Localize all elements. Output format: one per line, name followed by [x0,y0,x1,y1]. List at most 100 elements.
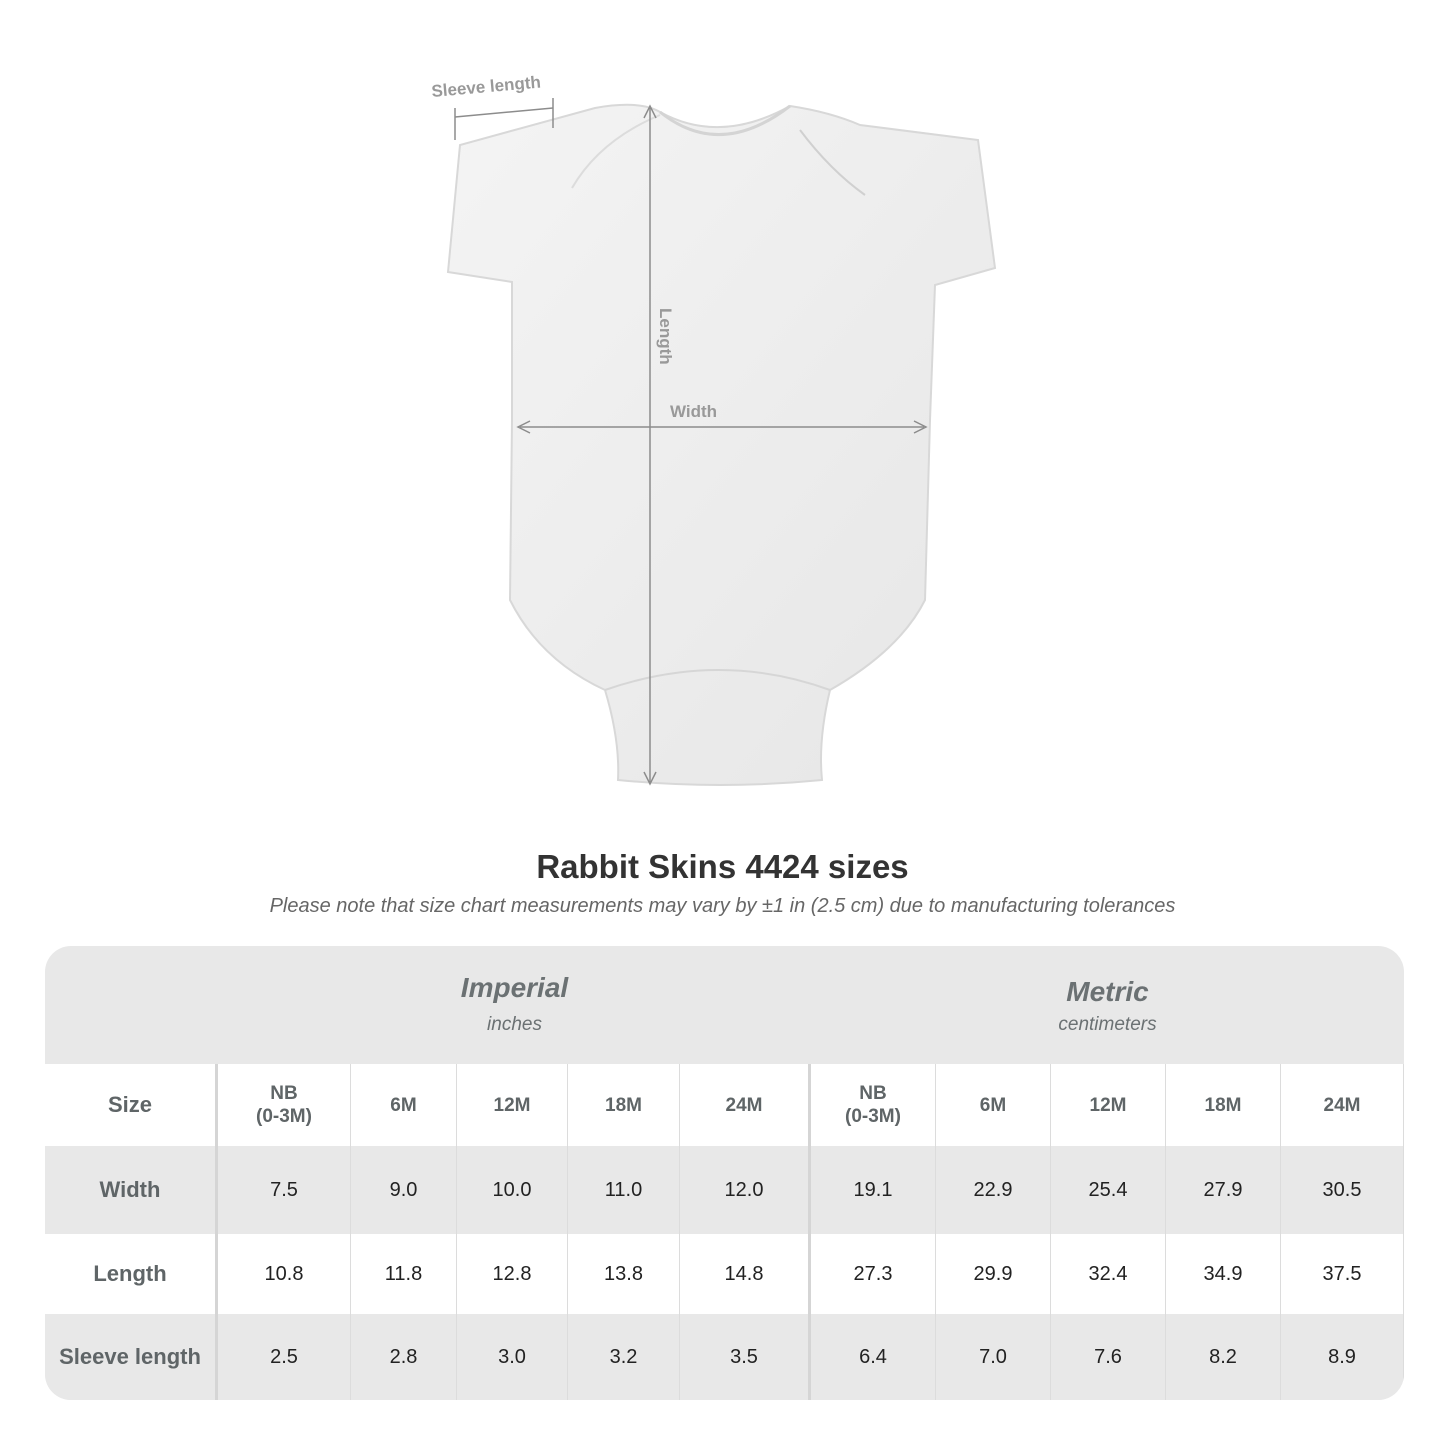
row-label: Width [45,1146,218,1234]
table-row: Length 10.8 11.8 12.8 13.8 14.8 27.3 29.9 32.4 34… [45,1234,1404,1314]
cell-text: 2.5 [270,1345,298,1368]
cell-text: 32.4 [1088,1262,1128,1285]
size-table: Imperial inches Metric centimeters Size N… [45,946,1404,1400]
table-cell: 7.6 [1051,1314,1166,1400]
row-label: Length [45,1234,218,1314]
table-cell: 7.0 [936,1314,1051,1400]
cell-text: 12M [493,1094,531,1116]
size-column-header: 24M [1281,1064,1404,1146]
cell-text: 37.5 [1322,1262,1362,1285]
table-cell: 27.9 [1166,1146,1281,1234]
tolerance-note: Please note that size chart measurements… [269,895,1176,917]
size-column-header: NB (0-3M) [811,1064,936,1146]
table-cell: 12.8 [457,1234,568,1314]
cell-text: 30.5 [1322,1178,1362,1201]
size-column-header: 18M [568,1064,680,1146]
cell-text: 6.4 [859,1345,887,1368]
cell-text: 6M [390,1094,417,1116]
table-cell: 3.2 [568,1314,680,1400]
table-cell: 30.5 [1281,1146,1404,1234]
table-cell: 12.0 [680,1146,811,1234]
imperial-header: Imperial inches [218,946,811,1064]
cell-text: 14.8 [724,1262,764,1285]
cell-text: 7.5 [270,1178,298,1201]
table-cell: 8.9 [1281,1314,1404,1400]
cell-text: 8.2 [1209,1345,1237,1368]
cell-text: 7.0 [979,1345,1007,1368]
table-cell: 37.5 [1281,1234,1404,1314]
cell-text: 27.9 [1203,1178,1243,1201]
table-cell: 22.9 [936,1146,1051,1234]
table-cell: 2.8 [351,1314,457,1400]
imperial-unit: inches [487,1014,542,1035]
imperial-title: Imperial [460,972,569,1003]
table-cell: 13.8 [568,1234,680,1314]
cell-text: 25.4 [1088,1178,1128,1201]
cell-text: 24M [1323,1094,1361,1116]
row-label: Size [45,1064,218,1146]
cell-text: 10.8 [264,1262,304,1285]
sleeve-length-label: Sleeve length [431,73,542,101]
cell-text: Width [99,1177,161,1202]
table-cell: 6.4 [811,1314,936,1400]
cell-text: 11.8 [384,1262,423,1285]
table-cell: 7.5 [218,1146,351,1234]
cell-text: 18M [1204,1094,1242,1116]
cell-text: 29.9 [973,1262,1013,1285]
size-column-header: 6M [351,1064,457,1146]
size-column-header: NB (0-3M) [218,1064,351,1146]
size-column-header: 18M [1166,1064,1281,1146]
cell-text: Sleeve length [59,1344,201,1369]
cell-text: NB (0-3M) [256,1083,312,1127]
cell-text: 3.2 [609,1345,638,1368]
cell-text: NB (0-3M) [845,1083,901,1127]
cell-text: 27.3 [853,1262,893,1285]
table-cell: 10.8 [218,1234,351,1314]
cell-text: 9.0 [389,1178,418,1201]
cell-text: 7.6 [1094,1345,1122,1368]
cell-text: 3.5 [730,1345,758,1368]
table-row: Sleeve length 2.5 2.8 3.0 3.2 3.5 6.4 7.0 7.6 8.2… [45,1314,1404,1400]
table-cell: 2.5 [218,1314,351,1400]
size-column-header: 12M [457,1064,568,1146]
cell-text: 12M [1089,1094,1127,1116]
table-cell: 34.9 [1166,1234,1281,1314]
table-row: Width 7.5 9.0 10.0 11.0 12.0 19.1 22.9 25.4 27.9 3… [45,1146,1404,1234]
table-cell: 32.4 [1051,1234,1166,1314]
table-cell: 3.5 [680,1314,811,1400]
cell-text: 18M [605,1094,642,1116]
cell-text: 12.0 [724,1178,764,1201]
table-cell: 11.0 [568,1146,680,1234]
table-cell: 19.1 [811,1146,936,1234]
table-cell: 10.0 [457,1146,568,1234]
cell-text: 34.9 [1203,1262,1243,1285]
cell-text: 6M [979,1094,1007,1116]
cell-text: 12.8 [492,1262,532,1285]
table-cell: 25.4 [1051,1146,1166,1234]
cell-text: 19.1 [853,1178,893,1201]
table-cell: 11.8 [351,1234,457,1314]
cell-text: 24M [725,1094,763,1116]
chart-title: Rabbit Skins 4424 sizes [536,848,909,885]
cell-text: 10.0 [492,1178,532,1201]
metric-unit: centimeters [1058,1014,1157,1035]
size-column-header: 24M [680,1064,811,1146]
cell-text: 13.8 [604,1262,643,1285]
size-header-row: Size NB (0-3M) 6M 12M 18M 24M NB (0-3M) 6M 12M 18… [45,1064,1404,1146]
cell-text: 22.9 [973,1178,1013,1201]
table-cell: 8.2 [1166,1314,1281,1400]
metric-header: Metric centimeters [811,950,1404,1068]
table-cell: 9.0 [351,1146,457,1234]
size-column-header: 12M [1051,1064,1166,1146]
table-cell: 14.8 [680,1234,811,1314]
width-label: Width [670,402,717,421]
cell-text: Length [93,1261,167,1286]
measure-lines [454,98,928,786]
cell-text: 3.0 [498,1345,526,1368]
table-cell: 29.9 [936,1234,1051,1314]
metric-title: Metric [1066,976,1149,1007]
onesie-diagram: Sleeve length Length Width [431,73,997,786]
table-cell: 27.3 [811,1234,936,1314]
size-column-header: 6M [936,1064,1051,1146]
onesie-image [446,103,997,786]
